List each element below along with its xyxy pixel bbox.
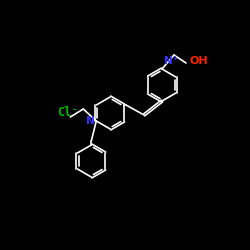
Text: OH: OH xyxy=(189,56,208,66)
Text: Cl⁻: Cl⁻ xyxy=(57,106,79,118)
Text: N: N xyxy=(86,116,94,126)
Text: N⁺: N⁺ xyxy=(164,56,178,66)
